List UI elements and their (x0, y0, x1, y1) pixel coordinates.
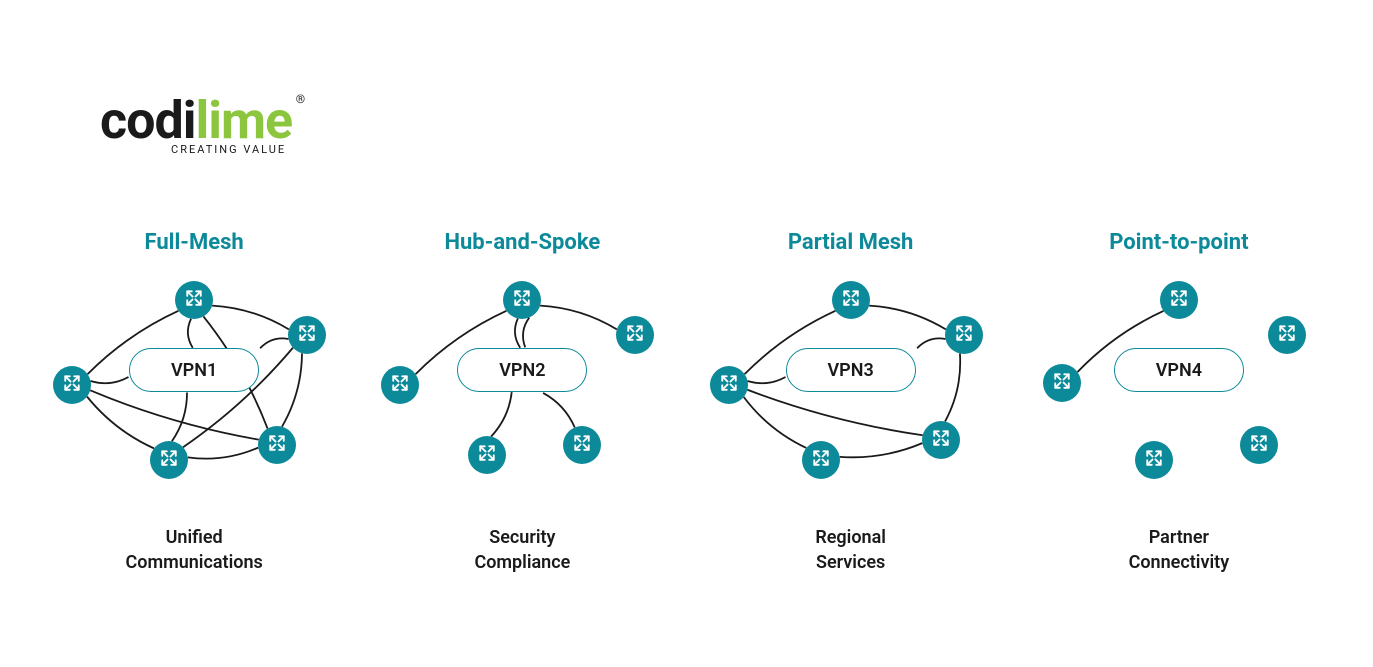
network-node (832, 281, 870, 319)
trademark-icon: ® (296, 93, 304, 105)
edge (743, 397, 806, 448)
expand-arrows-icon (812, 449, 830, 471)
network-node (150, 441, 188, 479)
edge (515, 319, 520, 348)
panel-title: Partial Mesh (701, 230, 1001, 255)
network-node (563, 426, 601, 464)
network-node (381, 366, 419, 404)
edge (172, 393, 187, 442)
expand-arrows-icon (1250, 434, 1268, 456)
expand-arrows-icon (842, 289, 860, 311)
network-node (1043, 364, 1081, 402)
expand-arrows-icon (1170, 289, 1188, 311)
network-diagram: VPN2 (382, 275, 662, 505)
expand-arrows-icon (185, 289, 203, 311)
edge (917, 338, 945, 348)
network-node (1268, 316, 1306, 354)
panel-title: Full-Mesh (44, 230, 344, 255)
edge (260, 338, 288, 348)
expand-arrows-icon (160, 449, 178, 471)
edge (282, 353, 302, 426)
panel-point-to-point: Point-to-point VPN4 (1029, 230, 1329, 575)
caption-line2: Connectivity (1129, 552, 1230, 573)
caption-line2: Communications (125, 552, 262, 573)
panel-caption: Unified Communications (44, 525, 344, 575)
network-node (53, 366, 91, 404)
expand-arrows-icon (513, 289, 531, 311)
network-node (710, 366, 748, 404)
logo-wordmark: codilime ® (100, 95, 292, 147)
network-node (802, 441, 840, 479)
expand-arrows-icon (1053, 372, 1071, 394)
network-node (922, 421, 960, 459)
topology-panels: Full-Mesh VPN1 (0, 230, 1373, 575)
vpn-pill: VPN4 (1114, 348, 1244, 392)
expand-arrows-icon (63, 374, 81, 396)
expand-arrows-icon (955, 324, 973, 346)
caption-line2: Services (816, 552, 885, 573)
network-node (175, 281, 213, 319)
network-node (616, 316, 654, 354)
panel-title: Hub-and-Spoke (372, 230, 672, 255)
expand-arrows-icon (932, 429, 950, 451)
panel-title: Point-to-point (1029, 230, 1329, 255)
edge (212, 306, 289, 330)
edge (523, 318, 529, 348)
expand-arrows-icon (268, 434, 286, 456)
panel-partial-mesh: Partial Mesh VPN3 (701, 230, 1001, 575)
network-diagram: VPN4 (1039, 275, 1319, 505)
expand-arrows-icon (1278, 324, 1296, 346)
edge (945, 354, 960, 422)
edge (188, 319, 193, 348)
edge (543, 393, 575, 427)
vpn-pill: VPN3 (786, 348, 916, 392)
caption-line1: Security (489, 527, 555, 548)
network-node (1240, 426, 1278, 464)
panel-caption: Partner Connectivity (1029, 525, 1329, 575)
logo-part2: lime (195, 90, 292, 151)
panel-caption: Regional Services (701, 525, 1001, 575)
edge (87, 397, 154, 449)
network-node (258, 426, 296, 464)
vpn-label: VPN1 (171, 360, 217, 381)
caption-line2: Compliance (474, 552, 570, 573)
network-node (288, 316, 326, 354)
expand-arrows-icon (478, 444, 496, 466)
vpn-pill: VPN2 (457, 348, 587, 392)
edge (188, 448, 258, 459)
network-node (1160, 281, 1198, 319)
network-diagram: VPN1 (54, 275, 334, 505)
edge (747, 377, 785, 383)
caption-line1: Regional (815, 527, 886, 548)
brand-logo: codilime ® CREATING VALUE (100, 95, 292, 156)
edge (492, 392, 513, 436)
panel-hub-spoke: Hub-and-Spoke VPN2 (372, 230, 672, 575)
logo-part1: codi (100, 90, 195, 151)
expand-arrows-icon (1145, 449, 1163, 471)
expand-arrows-icon (298, 324, 316, 346)
edge (839, 443, 922, 457)
vpn-label: VPN2 (499, 360, 545, 381)
caption-line1: Partner (1149, 527, 1209, 548)
expand-arrows-icon (626, 324, 644, 346)
edge (90, 390, 259, 439)
panel-full-mesh: Full-Mesh VPN1 (44, 230, 344, 575)
edge (747, 390, 922, 435)
expand-arrows-icon (573, 434, 591, 456)
vpn-label: VPN4 (1156, 360, 1202, 381)
edge (869, 306, 946, 330)
network-node (945, 316, 983, 354)
edge (91, 377, 129, 383)
panel-caption: Security Compliance (372, 525, 672, 575)
network-diagram: VPN3 (711, 275, 991, 505)
network-node (1135, 441, 1173, 479)
expand-arrows-icon (720, 374, 738, 396)
vpn-pill: VPN1 (129, 348, 259, 392)
network-node (468, 436, 506, 474)
caption-line1: Unified (166, 527, 223, 548)
expand-arrows-icon (391, 374, 409, 396)
network-node (503, 281, 541, 319)
vpn-label: VPN3 (827, 360, 873, 381)
edge (541, 306, 618, 330)
